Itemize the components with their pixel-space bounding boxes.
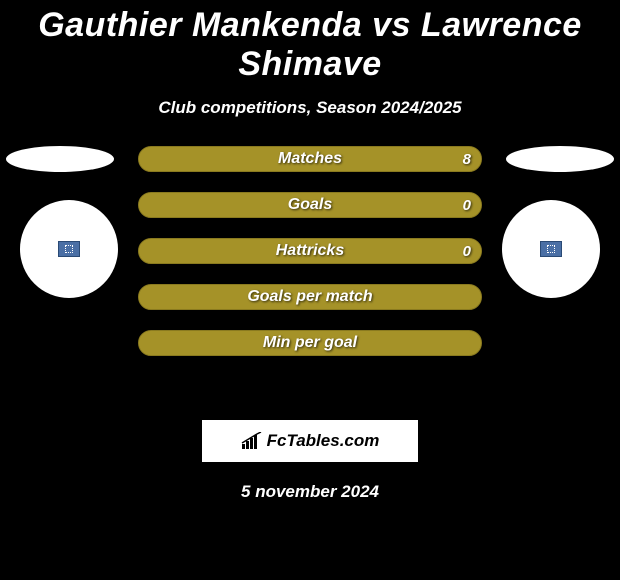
stat-bars: Matches8Goals0Hattricks0Goals per matchM… <box>138 146 482 376</box>
page-title: Gauthier Mankenda vs Lawrence Shimave <box>0 0 620 84</box>
player-right-ellipse <box>506 146 614 172</box>
stat-bar: Hattricks0 <box>138 238 482 264</box>
stat-bar-label: Min per goal <box>139 334 481 352</box>
flag-icon <box>58 241 80 257</box>
stat-bar-value: 0 <box>463 243 471 260</box>
stat-bar: Min per goal <box>138 330 482 356</box>
stat-bar-label: Hattricks <box>139 242 481 260</box>
logo-text: FcTables.com <box>267 431 380 451</box>
date-label: 5 november 2024 <box>0 482 620 502</box>
comparison-panel: Matches8Goals0Hattricks0Goals per matchM… <box>0 146 620 406</box>
chart-icon <box>241 432 263 450</box>
logo-box: FcTables.com <box>202 420 418 462</box>
stat-bar-label: Goals <box>139 196 481 214</box>
stat-bar: Goals0 <box>138 192 482 218</box>
stat-bar: Goals per match <box>138 284 482 310</box>
stat-bar-value: 8 <box>463 151 471 168</box>
stat-bar-label: Matches <box>139 150 481 168</box>
stat-bar: Matches8 <box>138 146 482 172</box>
flag-icon <box>540 241 562 257</box>
player-right-avatar <box>502 200 600 298</box>
player-left-ellipse <box>6 146 114 172</box>
stat-bar-value: 0 <box>463 197 471 214</box>
subtitle: Club competitions, Season 2024/2025 <box>0 98 620 118</box>
player-left-avatar <box>20 200 118 298</box>
stat-bar-label: Goals per match <box>139 288 481 306</box>
